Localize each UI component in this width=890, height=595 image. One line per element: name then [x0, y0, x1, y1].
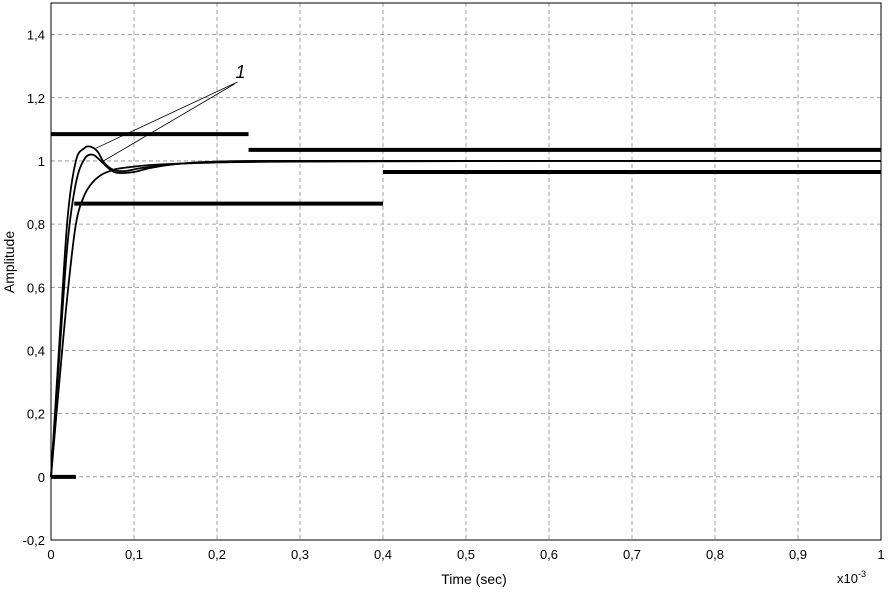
y-tick-labels: -0,2 0 0,2 0,4 0,6 0,8 1 1,2 1,4 — [23, 28, 45, 548]
x-tick-label: 0,3 — [291, 547, 309, 562]
x-axis-label: Time (sec) — [441, 571, 507, 587]
y-tick-label: 0 — [38, 470, 45, 485]
x-tick-label: 0,8 — [706, 547, 724, 562]
x-tick-label: 0,9 — [789, 547, 807, 562]
x-axis-multiplier-exponent: -3 — [858, 569, 866, 579]
y-axis-label: Amplitude — [1, 231, 17, 293]
y-tick-label: 1,4 — [27, 28, 45, 43]
tolerance-bounds — [51, 132, 881, 479]
x-tick-label: 0,7 — [623, 547, 641, 562]
response-curves — [50, 145, 881, 477]
annotation-leader-line — [95, 81, 238, 149]
y-tick-label: 0,8 — [27, 217, 45, 232]
x-tick-label: 0,6 — [540, 547, 558, 562]
x-axis-multiplier: x10-3 — [837, 569, 866, 586]
x-tick-label: 0,5 — [457, 547, 475, 562]
annotation-label: 1 — [235, 62, 245, 82]
plot-frame — [50, 2, 882, 541]
response-curve — [50, 159, 881, 477]
y-tick-label: -0,2 — [23, 533, 45, 548]
x-tick-label: 0,1 — [125, 547, 143, 562]
x-axis-multiplier-base: x10 — [837, 571, 858, 586]
annotation-leader-line-2 — [100, 83, 235, 163]
y-tick-label: 1 — [38, 154, 45, 169]
x-tick-label: 0,2 — [208, 547, 226, 562]
x-tick-labels: 0 0,1 0,2 0,3 0,4 0,5 0,6 0,7 0,8 0,9 1 — [47, 547, 884, 562]
y-tick-label: 0,4 — [27, 343, 45, 358]
x-tick-label: 0 — [47, 547, 54, 562]
x-tick-label: 1 — [877, 547, 884, 562]
y-tick-label: 0,6 — [27, 280, 45, 295]
y-tick-label: 1,2 — [27, 91, 45, 106]
x-tick-label: 0,4 — [374, 547, 392, 562]
grid — [51, 3, 881, 541]
y-tick-label: 0,2 — [27, 407, 45, 422]
